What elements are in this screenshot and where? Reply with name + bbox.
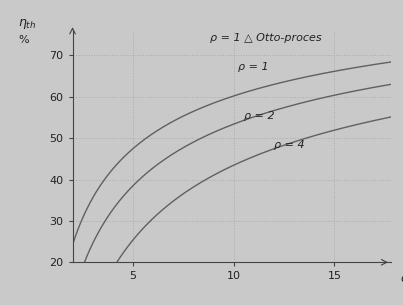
Text: ρ = 1 △ Otto-proces: ρ = 1 △ Otto-proces bbox=[210, 33, 321, 43]
Text: ρ = 1: ρ = 1 bbox=[238, 62, 268, 72]
Text: ρ = 2: ρ = 2 bbox=[244, 112, 274, 121]
Text: ρ = 4: ρ = 4 bbox=[274, 141, 305, 150]
Text: %: % bbox=[19, 35, 29, 45]
Text: c: c bbox=[401, 271, 403, 285]
Text: $\eta_{th}$: $\eta_{th}$ bbox=[19, 16, 37, 30]
